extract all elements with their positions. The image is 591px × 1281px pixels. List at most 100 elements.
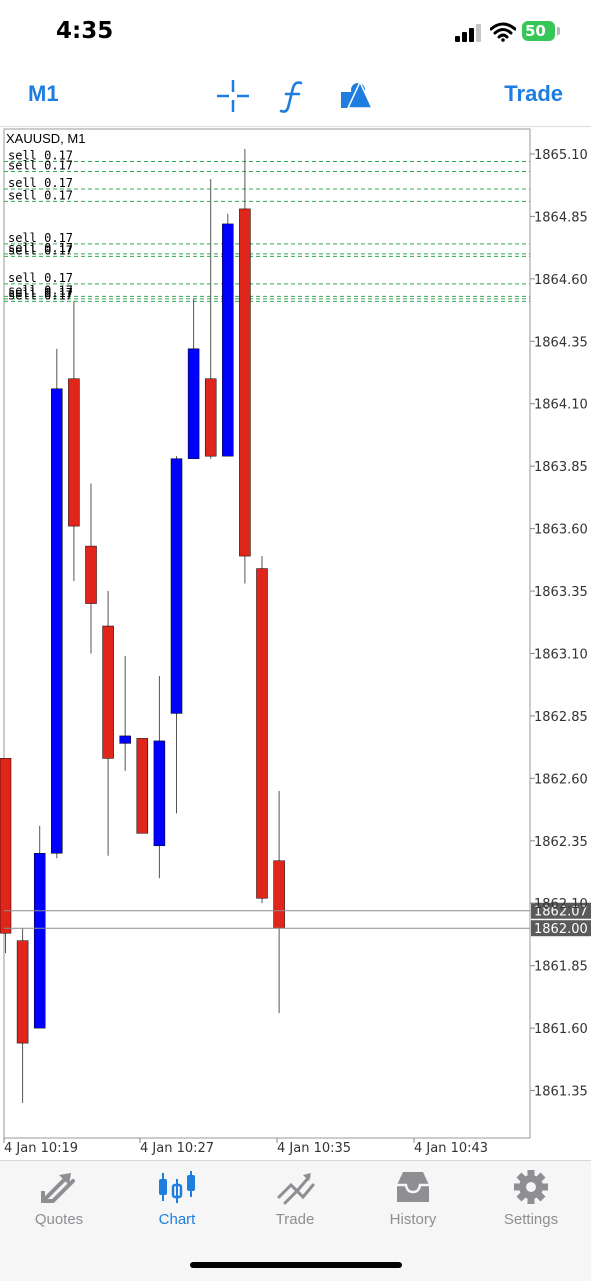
candle-body — [187, 348, 200, 459]
wifi-icon — [490, 22, 516, 42]
candle-body — [256, 568, 268, 899]
candle-body — [16, 940, 29, 1044]
candle-body — [102, 625, 114, 759]
x-tick-label: 4 Jan 10:27 — [140, 1141, 214, 1156]
y-tick-label: 1861.35 — [534, 1085, 588, 1100]
x-tick-label: 4 Jan 10:35 — [277, 1141, 351, 1156]
order-label: sell 0.17 — [8, 286, 73, 300]
y-tick-label: 1864.35 — [534, 335, 588, 350]
tab-trade[interactable]: Trade — [236, 1169, 354, 1239]
candle[interactable] — [239, 148, 251, 584]
quotes-icon — [41, 1173, 75, 1203]
price-label-box — [531, 920, 591, 937]
y-tick-label: 1862.85 — [534, 710, 588, 725]
y-tick-label: 1863.60 — [534, 523, 588, 538]
timeframe-button[interactable]: M1 — [28, 81, 59, 106]
order-label: sell 0.17 — [8, 271, 73, 285]
chart-icon — [159, 1171, 195, 1203]
candle[interactable] — [68, 301, 80, 582]
y-tick-label: 1863.35 — [534, 585, 588, 600]
x-tick-label: 4 Jan 10:19 — [4, 1141, 78, 1156]
status-bar: 4:35 50 — [0, 0, 591, 66]
order-label: sell 0.17 — [8, 231, 73, 245]
home-indicator — [190, 1262, 402, 1268]
candle[interactable] — [51, 348, 63, 859]
chart-toolbar: M1 Trade — [0, 66, 591, 127]
chart-title: XAUUSD, M1 — [6, 131, 85, 146]
price-chart[interactable]: sell 0.17 sell 0.17 sell 0.17 sell 0.17 sell… — [0, 127, 591, 1160]
y-tick-label: 1865.10 — [534, 148, 588, 163]
candle-body — [0, 758, 12, 934]
candle-body — [119, 735, 131, 744]
price-label: 1862.07 — [534, 905, 588, 920]
candle[interactable] — [204, 178, 217, 459]
y-tick-label: 1863.10 — [534, 647, 588, 662]
order-label: sell 0.17 — [8, 176, 73, 190]
candle-body — [68, 378, 80, 527]
tab-label: History — [389, 1211, 437, 1228]
trade-icon — [277, 1173, 315, 1205]
candle[interactable] — [0, 758, 12, 954]
y-tick-label: 1861.60 — [534, 1022, 588, 1037]
candle-body — [153, 740, 166, 847]
candle[interactable] — [16, 928, 29, 1104]
trade-button[interactable]: Trade — [504, 81, 563, 106]
history-icon — [397, 1172, 429, 1202]
order-label: sell 0.17 — [8, 283, 73, 297]
battery-level: 50 — [522, 21, 555, 41]
objects-icon[interactable] — [338, 78, 374, 114]
candle-body — [273, 860, 285, 929]
y-tick-label: 1862.60 — [534, 772, 588, 787]
tab-history[interactable]: History — [354, 1169, 472, 1239]
tab-settings[interactable]: Settings — [472, 1169, 590, 1239]
y-tick-label: 1864.60 — [534, 273, 588, 288]
candle-body — [239, 208, 251, 557]
candle[interactable] — [256, 556, 268, 904]
candle[interactable] — [222, 213, 234, 457]
candle-body — [33, 853, 46, 1029]
x-tick-label: 4 Jan 10:43 — [414, 1141, 488, 1156]
candle[interactable] — [85, 483, 97, 654]
candle[interactable] — [136, 738, 149, 834]
price-label: 1862.00 — [534, 922, 588, 937]
y-tick-label: 1861.85 — [534, 960, 588, 975]
candle-body — [222, 223, 234, 457]
status-time: 4:35 — [56, 18, 114, 44]
candle-body — [136, 738, 149, 834]
tab-label: Trade — [275, 1211, 315, 1228]
order-label: sell 0.17 — [8, 288, 73, 302]
y-tick-label: 1864.85 — [534, 210, 588, 225]
candle-body — [51, 388, 63, 854]
y-tick-label: 1863.85 — [534, 460, 588, 475]
tab-label: Chart — [158, 1211, 196, 1228]
gear-icon — [514, 1170, 548, 1204]
function-icon[interactable] — [276, 78, 312, 114]
order-label: sell 0.17 — [8, 188, 73, 202]
candle-body — [204, 378, 217, 457]
y-tick-label: 1862.10 — [534, 897, 588, 912]
candle[interactable] — [33, 825, 46, 1029]
battery-icon: 50 — [522, 21, 560, 43]
y-tick-label: 1864.10 — [534, 398, 588, 413]
order-label: sell 0.17 — [8, 148, 73, 162]
candle[interactable] — [153, 675, 166, 879]
candle[interactable] — [187, 298, 200, 459]
candle-body — [170, 458, 183, 714]
crosshair-icon[interactable] — [215, 78, 251, 114]
order-label: sell 0.17 — [8, 158, 73, 172]
cellular-signal-icon — [455, 24, 481, 42]
tab-label: Settings — [503, 1211, 559, 1228]
price-label-box — [531, 902, 591, 919]
candle[interactable] — [102, 591, 114, 856]
y-tick-label: 1862.35 — [534, 835, 588, 850]
tab-bar: Quotes Chart Trade History — [0, 1160, 591, 1281]
tab-label: Quotes — [34, 1211, 84, 1228]
candle-body — [85, 545, 97, 604]
candle[interactable] — [119, 655, 131, 771]
tab-chart[interactable]: Chart — [118, 1169, 236, 1239]
order-label: sell 0.17 — [8, 243, 73, 257]
tab-quotes[interactable]: Quotes — [0, 1169, 118, 1239]
order-label: sell 0.17 — [8, 241, 73, 255]
candle[interactable] — [170, 456, 183, 814]
